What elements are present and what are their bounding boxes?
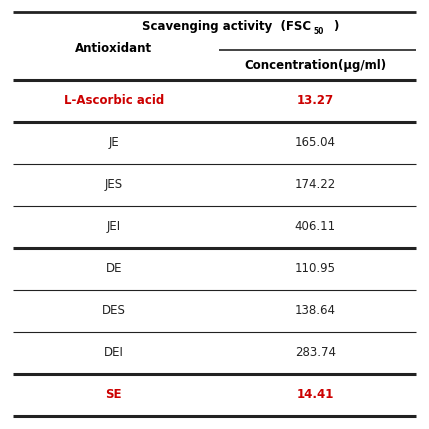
Text: Antioxidant: Antioxidant: [75, 42, 152, 54]
Text: DEI: DEI: [104, 347, 124, 360]
Text: 110.95: 110.95: [295, 263, 336, 275]
Text: Concentration(μg/ml): Concentration(μg/ml): [244, 58, 387, 72]
Text: 14.41: 14.41: [296, 389, 334, 402]
Text: 283.74: 283.74: [295, 347, 336, 360]
Text: 138.64: 138.64: [295, 305, 336, 317]
Text: SE: SE: [106, 389, 122, 402]
Text: Scavenging activity  (FSC: Scavenging activity (FSC: [142, 20, 311, 33]
Text: L-Ascorbic acid: L-Ascorbic acid: [63, 94, 164, 108]
Text: 165.04: 165.04: [295, 136, 336, 149]
Text: 406.11: 406.11: [295, 221, 336, 233]
Text: JE: JE: [108, 136, 119, 149]
Text: DES: DES: [102, 305, 126, 317]
Text: 174.22: 174.22: [295, 178, 336, 191]
Text: 13.27: 13.27: [297, 94, 334, 108]
Text: ): ): [332, 20, 338, 33]
Text: JES: JES: [105, 178, 123, 191]
Text: JEI: JEI: [107, 221, 121, 233]
Text: DE: DE: [106, 263, 122, 275]
Text: 50: 50: [313, 27, 323, 36]
